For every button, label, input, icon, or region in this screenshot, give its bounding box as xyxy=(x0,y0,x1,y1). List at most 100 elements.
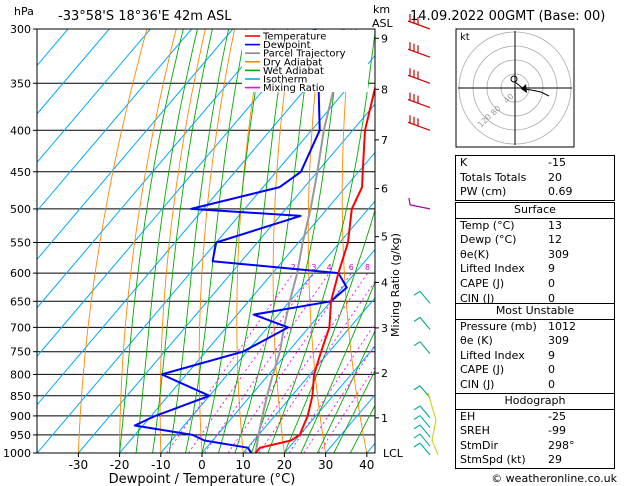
storm-motion-marker xyxy=(521,84,527,93)
mixing-ratio-line xyxy=(166,272,294,453)
altitude-tick-label: 3 xyxy=(381,322,388,335)
legend-label: Mixing Ratio xyxy=(263,83,325,94)
hodograph-stat-value: -99 xyxy=(548,424,566,438)
wet-adiabat-line xyxy=(168,29,230,453)
wet-adiabat-line xyxy=(333,369,375,453)
wind-barb xyxy=(407,14,431,30)
mixing-ratio-line xyxy=(204,272,330,453)
dry-adiabat-line xyxy=(77,29,148,453)
wind-barb-shaft xyxy=(407,20,431,30)
location-label: -33°58'S 18°36'E 42m ASL xyxy=(58,9,232,24)
temperature-tick-label: 0 xyxy=(198,458,206,472)
most-unstable-label: Lifted Index xyxy=(460,348,525,362)
mixing-ratio-line xyxy=(188,272,315,453)
hodograph-stat-row: EH -25 xyxy=(456,410,614,425)
dry-adiabat-line xyxy=(407,29,449,453)
temperature-line xyxy=(254,84,375,453)
hodograph-stat-value: -25 xyxy=(548,409,566,423)
pressure-tick-label: 300 xyxy=(10,23,31,36)
mixing-ratio-tick-label: 20 xyxy=(418,263,428,272)
hodograph-stat-row: StmDir 298° xyxy=(456,439,614,454)
hodograph-table: Hodograph EH -25 SREH -99 StmDir 298° StmSpd (… xyxy=(455,393,615,469)
wind-barb-flag xyxy=(413,290,421,296)
surface-label: Dewp (°C) xyxy=(460,233,517,247)
wind-barb xyxy=(413,341,431,355)
wet-adiabat-line xyxy=(349,404,375,453)
surface-value: 13 xyxy=(548,218,562,232)
altitude-tick-label: 9 xyxy=(381,32,388,45)
wind-barb xyxy=(413,424,431,438)
wind-barb-shaft xyxy=(419,415,431,428)
date-label: 14.09.2022 00GMT (Base: 00) xyxy=(410,9,605,24)
temperature-tick-label: -30 xyxy=(69,458,89,472)
surface-row: θe(K) 309 xyxy=(456,248,614,263)
dry-adiabat-line xyxy=(198,29,236,453)
wind-barb-shaft xyxy=(419,405,431,419)
temperature-tick-label: -20 xyxy=(110,458,130,472)
isotherm-line xyxy=(37,29,234,261)
dry-adiabat-line xyxy=(614,29,629,453)
km-unit-label: km xyxy=(373,3,390,16)
pressure-tick-label: 350 xyxy=(10,77,31,90)
parcel-trajectory-line xyxy=(254,29,345,453)
mixing-ratio-line xyxy=(244,272,368,453)
hodograph-marker xyxy=(510,75,518,83)
wind-barb xyxy=(413,442,431,456)
wind-barb-flag xyxy=(413,415,421,421)
pressure-tick-label: 650 xyxy=(10,295,31,308)
isotherm-line xyxy=(37,54,375,453)
pressure-tick-label: 550 xyxy=(10,236,31,249)
isotherm-line xyxy=(78,103,375,453)
wind-profile-line xyxy=(427,392,439,456)
mixing-ratio-line xyxy=(227,272,352,453)
mixing-ratio-tick-label: 25 xyxy=(432,263,442,272)
hodograph-stat-label: EH xyxy=(460,409,476,423)
wind-barb xyxy=(408,197,431,210)
wet-adiabat-line xyxy=(152,29,213,453)
wet-adiabat-line xyxy=(267,29,375,453)
hodograph-stat-label: StmDir xyxy=(460,438,499,452)
temperature-tick-label: 10 xyxy=(236,458,251,472)
surface-row: CIN (J) 0 xyxy=(456,292,614,307)
wind-barb-flag xyxy=(413,405,421,411)
wet-adiabat-line xyxy=(201,29,267,453)
legend-label: Wet Adiabat xyxy=(263,66,324,77)
altitude-tick-label: 8 xyxy=(381,83,388,96)
wind-barb xyxy=(413,405,431,419)
wind-barb-flag xyxy=(408,197,411,205)
wind-barb-flag xyxy=(413,433,421,439)
wet-adiabat-line xyxy=(185,29,247,453)
surface-table: Surface Temp (°C) 13 Dewp (°C) 12 θe(K) 309 Li… xyxy=(455,202,615,308)
wind-barb-shaft xyxy=(419,290,431,304)
wind-barb xyxy=(413,433,431,447)
dry-adiabat-line xyxy=(236,29,265,453)
most-unstable-label: θe (K) xyxy=(460,334,493,348)
altitude-tick-label: 7 xyxy=(381,134,388,147)
surface-value: 12 xyxy=(548,233,562,247)
temperature-tick-label: 40 xyxy=(359,458,374,472)
hodograph-trace xyxy=(514,81,550,97)
index-label: Totals Totals xyxy=(460,170,527,184)
surface-label: θe(K) xyxy=(460,247,490,261)
hodograph-stat-value: 29 xyxy=(548,453,562,467)
chart-grid: 2 3 4 6 8 10 16 20 25 xyxy=(37,29,629,453)
wind-barb xyxy=(413,415,431,428)
mixing-ratio-tick-label: 6 xyxy=(349,263,354,272)
mixing-ratio-axis-label: Mixing Ratio (g/kg) xyxy=(389,233,402,337)
pressure-tick-label: 800 xyxy=(10,368,31,381)
surface-label: Temp (°C) xyxy=(460,218,515,232)
isotherm-line xyxy=(201,248,375,453)
pressure-tick-label: 750 xyxy=(10,346,31,359)
most-unstable-row: Pressure (mb) 1012 xyxy=(456,320,614,335)
wind-barb-shaft xyxy=(419,424,431,438)
wind-barb-shaft xyxy=(407,48,431,58)
isotherm-line xyxy=(37,29,275,309)
index-value: -15 xyxy=(548,156,566,169)
lcl-label: LCL xyxy=(383,447,404,460)
wind-barb-shaft xyxy=(419,317,431,330)
pressure-tick-label: 700 xyxy=(10,321,31,334)
temperature-tick-label: 30 xyxy=(318,458,333,472)
surface-row: Dewp (°C) 12 xyxy=(456,233,614,248)
mixing-ratio-tick-label: 2 xyxy=(291,263,296,272)
